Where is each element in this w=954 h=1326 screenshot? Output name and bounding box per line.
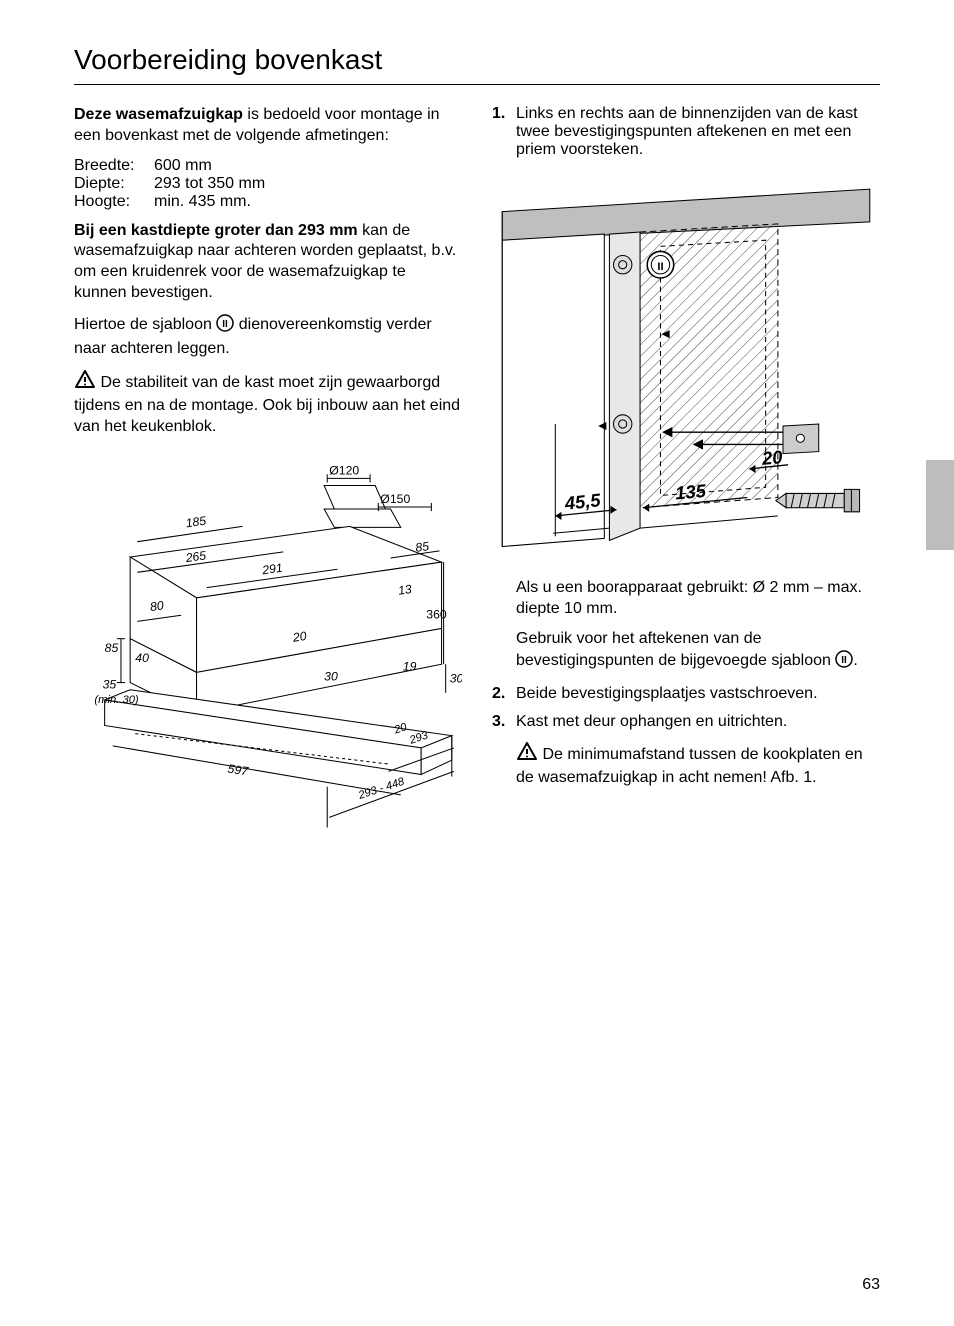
depth-para: Bij een kastdiepte groter dan 293 mm kan…: [74, 221, 462, 304]
page-title: Voorbereiding bovenkast: [74, 44, 880, 85]
step-1: 1. Links en rechts aan de binnenzijden v…: [492, 105, 880, 159]
page-content: Voorbereiding bovenkast Deze wasemafzuig…: [74, 44, 880, 1246]
template-ii-icon-2: II: [835, 650, 853, 675]
template-ii-icon: II: [216, 314, 234, 339]
min-distance-para: De minimumafstand tussen de kookplaten e…: [516, 741, 880, 789]
drill-note: Als u een boorapparaat gebruikt: Ø 2 mm …: [516, 578, 880, 620]
template2-pre: Gebruik voor het aftekenen van de bevest…: [516, 630, 835, 669]
svg-text:291: 291: [260, 560, 283, 577]
svg-text:II: II: [842, 655, 848, 666]
template-pre: Hiertoe de sjabloon: [74, 316, 216, 333]
stability-para: De stabiliteit van de kast moet zijn gew…: [74, 369, 462, 437]
warning-icon: [74, 369, 96, 396]
page-number: 63: [862, 1276, 880, 1294]
step-2: 2. Beide bevestigingsplaatjes vastschroe…: [492, 685, 880, 703]
svg-text:80: 80: [149, 598, 165, 614]
svg-text:30: 30: [450, 671, 462, 685]
svg-text:35: 35: [103, 677, 117, 691]
svg-text:II: II: [657, 261, 663, 273]
svg-text:40: 40: [135, 651, 149, 665]
svg-text:Ø150: Ø150: [380, 492, 410, 506]
dim-hoogte-val: min. 435 mm.: [154, 193, 251, 211]
dim-breedte-label: Breedte:: [74, 157, 154, 175]
step-2-num: 2.: [492, 685, 516, 703]
left-column: Deze wasemafzuigkap is bedoeld voor mont…: [74, 105, 462, 843]
dimensions-diagram: Ø120 Ø150 185 265 291: [74, 460, 462, 838]
min-distance-text: De minimumafstand tussen de kookplaten e…: [516, 746, 863, 786]
dim-diepte-label: Diepte:: [74, 175, 154, 193]
svg-text:20: 20: [291, 629, 308, 645]
svg-text:Ø120: Ø120: [329, 463, 359, 477]
step-1-text: Links en rechts aan de binnenzijden van …: [516, 105, 880, 159]
warning-icon-2: [516, 741, 538, 768]
mounting-diagram: II: [492, 181, 880, 559]
svg-text:30: 30: [324, 669, 338, 683]
dim-breedte-val: 600 mm: [154, 157, 212, 175]
svg-text:185: 185: [185, 513, 207, 530]
svg-text:135: 135: [674, 480, 707, 504]
stability-text: De stabiliteit van de kast moet zijn gew…: [74, 374, 460, 435]
svg-text:13: 13: [397, 582, 413, 598]
side-tab: [926, 460, 954, 550]
step-3-text: Kast met deur ophangen en uitrichten.: [516, 713, 880, 731]
intro-bold: Deze wasemafzuigkap: [74, 106, 243, 123]
right-column: 1. Links en rechts aan de binnenzijden v…: [492, 105, 880, 843]
svg-text:(min. 30): (min. 30): [94, 694, 139, 706]
intro-para: Deze wasemafzuigkap is bedoeld voor mont…: [74, 105, 462, 147]
step-1-num: 1.: [492, 105, 516, 159]
screw-icon: [776, 489, 860, 511]
template-marker-top: II: [647, 251, 674, 278]
template2-para: Gebruik voor het aftekenen van de bevest…: [516, 629, 880, 675]
template2-post: .: [853, 652, 857, 669]
step-2-text: Beide bevestigingsplaatjes vastschroeven…: [516, 685, 880, 703]
step-3-num: 3.: [492, 713, 516, 731]
depth-bold: Bij een kastdiepte groter dan 293 mm: [74, 222, 358, 239]
svg-text:597: 597: [227, 761, 251, 778]
dim-diepte-val: 293 tot 350 mm: [154, 175, 265, 193]
svg-text:45,5: 45,5: [563, 489, 603, 514]
template-para: Hiertoe de sjabloon II dienovereenkomsti…: [74, 314, 462, 360]
dimensions-table: Breedte:600 mm Diepte:293 tot 350 mm Hoo…: [74, 157, 462, 211]
svg-text:19: 19: [403, 659, 417, 673]
svg-text:85: 85: [105, 641, 119, 655]
step-3: 3. Kast met deur ophangen en uitrichten.: [492, 713, 880, 731]
dim-hoogte-label: Hoogte:: [74, 193, 154, 211]
svg-text:II: II: [223, 319, 229, 330]
